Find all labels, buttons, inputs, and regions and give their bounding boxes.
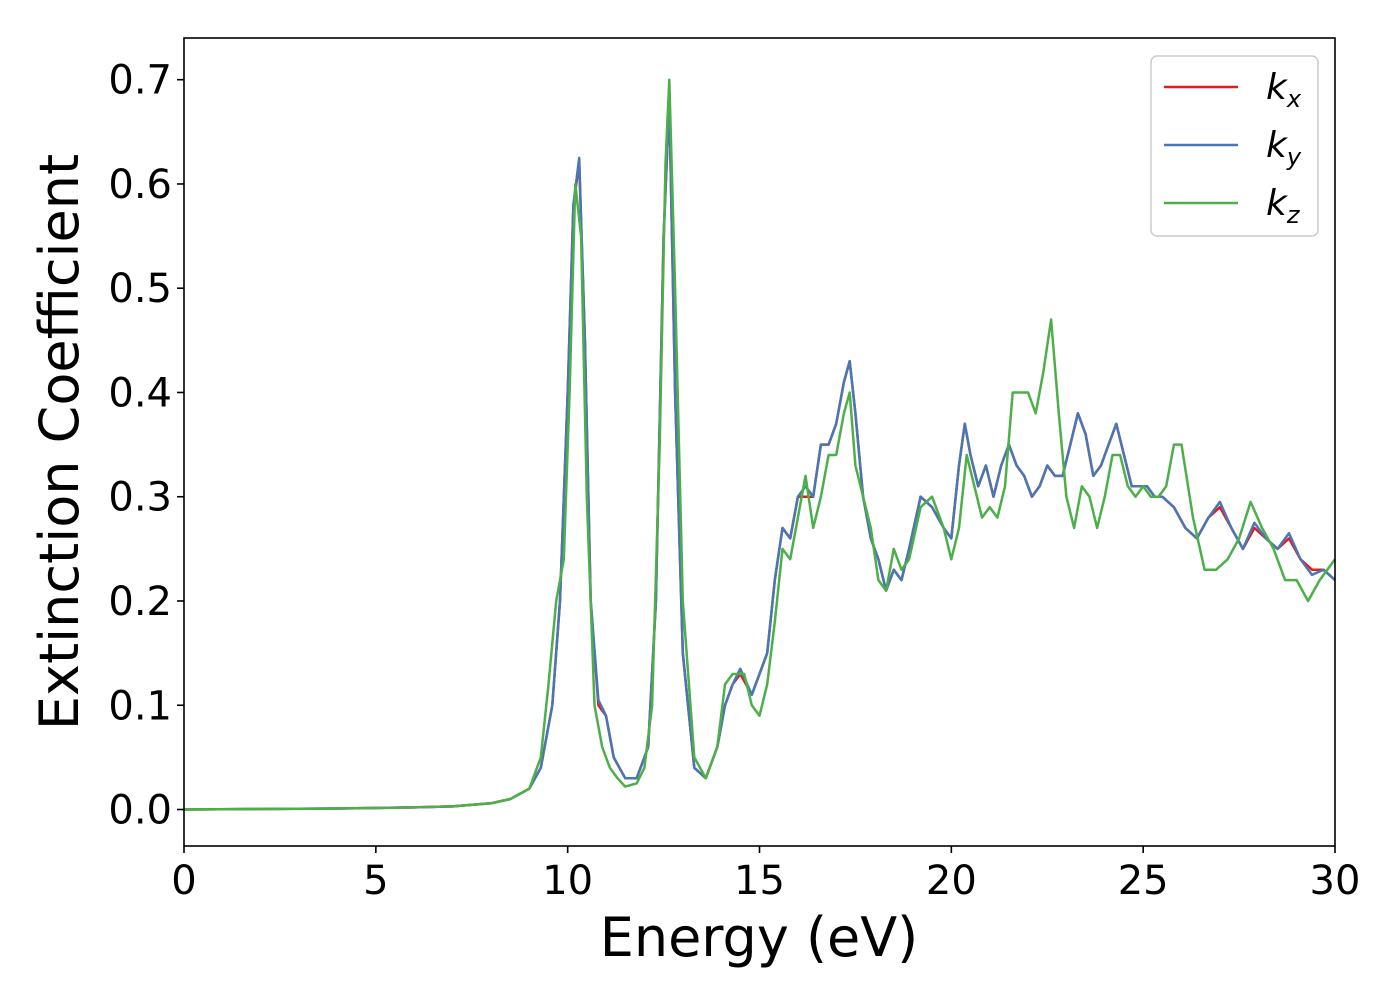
x-tick-label: 0 — [171, 858, 196, 904]
y-axis-ticks: 0.0 0.1 0.2 0.3 0.4 0.5 0.6 0.7 — [108, 58, 184, 834]
y-tick-label: 0.2 — [108, 579, 172, 625]
y-tick-label: 0.1 — [108, 683, 172, 729]
x-axis-ticks: 0 5 10 15 20 25 30 — [171, 846, 1360, 904]
y-tick-label: 0.4 — [108, 370, 172, 416]
series-lines — [183, 78, 1337, 811]
legend-label-x: kx — [1266, 67, 1302, 113]
y-axis-label: Extinction Coefficient — [28, 154, 91, 730]
y-tick-label: 0.3 — [108, 475, 172, 521]
y-tick-label: 0.0 — [108, 788, 172, 834]
x-tick-label: 10 — [542, 858, 593, 904]
legend-label-z: kz — [1266, 183, 1301, 229]
series-line-z — [183, 78, 1337, 811]
x-tick-label: 5 — [363, 858, 388, 904]
x-tick-label: 25 — [1118, 858, 1169, 904]
x-tick-label: 20 — [926, 858, 977, 904]
y-tick-label: 0.5 — [108, 266, 172, 312]
y-tick-label: 0.7 — [108, 58, 172, 104]
legend: kx ky kz — [1150, 55, 1319, 237]
legend-items: kx ky kz — [1164, 67, 1302, 229]
x-tick-label: 30 — [1310, 858, 1361, 904]
x-tick-label: 15 — [734, 858, 785, 904]
x-axis-label: Energy (eV) — [600, 906, 919, 969]
legend-label-y: ky — [1266, 125, 1302, 171]
y-tick-label: 0.6 — [108, 162, 172, 208]
